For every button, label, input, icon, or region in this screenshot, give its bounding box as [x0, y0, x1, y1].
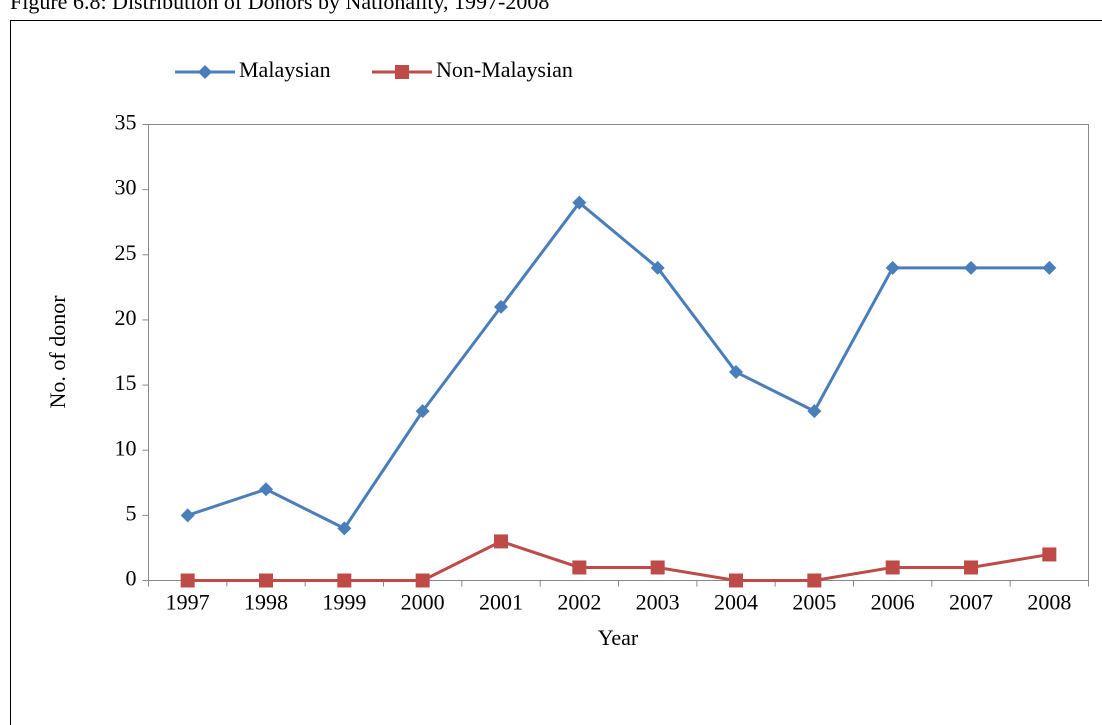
data-point — [729, 573, 743, 588]
x-axis-label: Year — [598, 625, 639, 650]
series-line — [187, 539, 1050, 582]
y-axis-label: No. of donor — [45, 295, 70, 409]
legend-marker — [395, 65, 409, 79]
data-point — [180, 508, 195, 523]
chart-title: Figure 6.8: Distribution of Donors by Na… — [10, 0, 549, 14]
data-point — [1042, 547, 1057, 562]
data-point — [337, 573, 352, 588]
x-tick-label: 2007 — [949, 590, 993, 615]
data-point — [494, 299, 508, 314]
data-point — [964, 560, 978, 575]
y-tick-label: 25 — [115, 240, 137, 265]
x-tick-label: 1998 — [244, 590, 288, 615]
series-line — [187, 200, 1050, 531]
x-tick-label: 2005 — [792, 590, 836, 615]
data-point — [259, 482, 273, 497]
y-tick-label: 0 — [126, 566, 137, 591]
x-tick-label: 2008 — [1027, 590, 1071, 615]
data-point — [885, 260, 900, 275]
data-point — [415, 404, 430, 419]
data-point — [180, 573, 195, 588]
legend-label: Malaysian — [239, 57, 331, 82]
x-tick-label: 1997 — [166, 590, 210, 615]
data-point — [572, 560, 587, 575]
y-tick-label: 10 — [115, 435, 137, 460]
plot-area — [148, 124, 1089, 581]
data-point — [650, 560, 665, 575]
y-tick-label: 15 — [115, 370, 137, 395]
y-tick-label: 35 — [115, 110, 137, 135]
y-tick-label: 30 — [115, 175, 137, 200]
y-tick-label: 20 — [115, 305, 137, 330]
data-point — [337, 521, 352, 536]
x-tick-label: 2004 — [714, 590, 758, 615]
data-point — [415, 573, 430, 588]
data-point — [807, 404, 822, 419]
data-point — [885, 560, 900, 575]
x-tick-label: 2002 — [557, 590, 601, 615]
x-tick-label: 2003 — [636, 590, 680, 615]
x-tick-label: 2000 — [401, 590, 445, 615]
data-point — [807, 573, 822, 588]
x-tick-label: 2001 — [479, 590, 523, 615]
data-point — [964, 260, 978, 275]
x-tick-label: 1999 — [322, 590, 366, 615]
data-point — [572, 195, 587, 210]
data-point — [650, 260, 665, 275]
data-point — [1042, 260, 1057, 275]
data-point — [729, 365, 743, 380]
legend-label: Non-Malaysian — [436, 57, 573, 82]
legend-marker — [198, 65, 212, 79]
data-point — [494, 534, 508, 549]
x-tick-label: 2006 — [871, 590, 915, 615]
chart-frame — [10, 20, 1102, 725]
data-point — [259, 573, 273, 588]
y-tick-label: 5 — [126, 500, 137, 525]
